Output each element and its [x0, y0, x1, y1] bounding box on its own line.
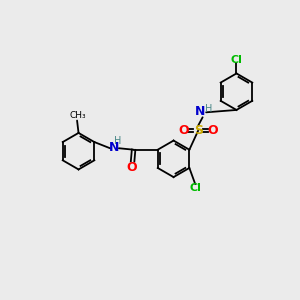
Text: Cl: Cl: [230, 55, 242, 64]
Text: O: O: [208, 124, 218, 137]
Text: S: S: [194, 124, 203, 137]
Text: H: H: [114, 136, 122, 146]
Text: N: N: [109, 141, 120, 154]
Text: CH₃: CH₃: [69, 111, 86, 120]
Text: O: O: [178, 124, 189, 137]
Text: Cl: Cl: [189, 183, 201, 193]
Text: N: N: [195, 105, 206, 118]
Text: H: H: [205, 104, 212, 114]
Text: O: O: [127, 161, 137, 174]
